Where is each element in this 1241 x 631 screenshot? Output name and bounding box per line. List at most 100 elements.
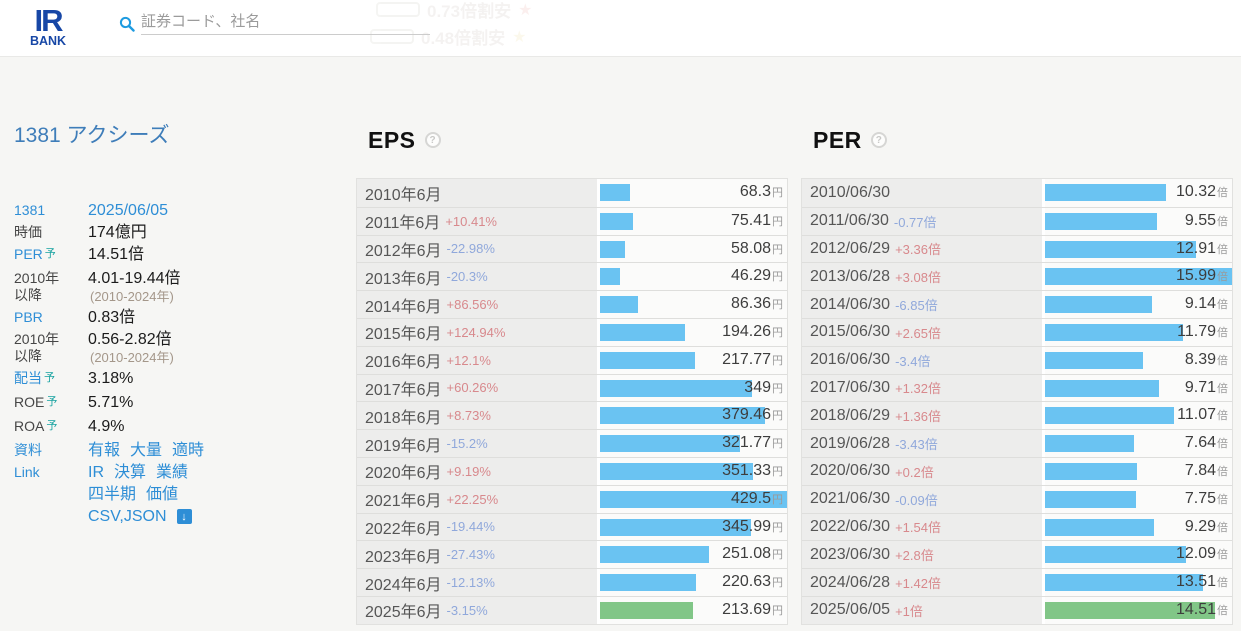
period-label: 2010年6月	[365, 186, 442, 204]
table-row: 2016年6月 +12.1% 217.77円	[357, 345, 787, 374]
table-row: 2019年6月 -15.2% 321.77円	[357, 429, 787, 457]
value-bar	[600, 574, 697, 592]
search-input[interactable]	[141, 8, 430, 35]
value-bar	[1045, 268, 1232, 286]
value-label: 8.39倍	[1184, 350, 1228, 368]
help-icon[interactable]: ?	[424, 132, 441, 148]
change-badge: +9.19%	[446, 463, 491, 479]
cell-divider	[1042, 430, 1045, 457]
table-row: 2022年6月 -19.44% 345.99円	[357, 512, 787, 541]
info-value-wrap: 2025/06/05	[88, 202, 168, 219]
table-row: 2015/06/30 +2.65倍 11.79倍	[802, 317, 1232, 346]
value-unit: 円	[772, 382, 783, 395]
table-row: 2015年6月 +124.94% 194.26円	[357, 317, 787, 346]
download-icon[interactable]: ↓	[176, 509, 192, 524]
change-badge: +12.1%	[446, 352, 491, 368]
change-badge: +1.42倍	[895, 576, 941, 592]
ghost-text: 0.73倍割安	[427, 2, 512, 21]
value-label: 11.79倍	[1177, 322, 1228, 340]
change-badge: -19.44%	[446, 519, 495, 535]
info-label-text: Link	[14, 464, 40, 480]
info-label: ROE 予	[14, 394, 88, 413]
sidebar-link[interactable]: IR	[88, 464, 104, 481]
period-label: 2023年6月	[365, 548, 442, 566]
value-bar	[600, 296, 638, 314]
value-bar	[600, 351, 695, 369]
change-badge: +3.08倍	[895, 270, 941, 286]
sidebar-link[interactable]: CSV,JSON	[88, 508, 167, 525]
bar-cell: 349円	[600, 374, 787, 402]
search-icon[interactable]	[119, 16, 135, 32]
period-cell: 2013年6月 -20.3%	[357, 263, 597, 291]
period-cell: 2025年6月 -3.15%	[357, 596, 597, 624]
value-label: 46.29円	[730, 267, 783, 285]
forecast-sup: 予	[46, 396, 58, 408]
value-bar	[600, 184, 630, 201]
sidebar-link[interactable]: 適時	[172, 442, 205, 459]
value-bar	[600, 435, 741, 453]
period-label: 2017/06/30	[810, 378, 891, 396]
change-badge: -3.15%	[446, 602, 488, 618]
bar-cell: 9.55倍	[1045, 207, 1232, 235]
period-cell: 2016年6月 +12.1%	[357, 346, 597, 374]
value-label: 349円	[744, 378, 783, 396]
sidebar-link[interactable]: 四半期	[88, 486, 137, 503]
info-label[interactable]: PBR	[14, 309, 88, 326]
info-label[interactable]: Link	[14, 464, 88, 503]
sidebar-link[interactable]: 決算	[114, 464, 147, 481]
info-label-text: ROE	[14, 394, 45, 410]
value-label: 9.14倍	[1184, 295, 1228, 313]
sidebar-link[interactable]: 大量	[130, 442, 163, 459]
cell-divider	[597, 263, 600, 291]
period-label: 2019年6月	[365, 437, 442, 455]
info-row: 1381 2025/06/05	[14, 202, 349, 219]
sidebar-link[interactable]: 価値	[146, 486, 179, 503]
cell-divider	[597, 485, 600, 513]
sidebar-link[interactable]: 業績	[156, 464, 189, 481]
change-badge: -12.13%	[446, 575, 495, 591]
value-unit: 倍	[1217, 577, 1228, 590]
irbank-logo[interactable]: IR BANK	[22, 5, 74, 47]
info-row: ROA 予 4.9%	[14, 418, 349, 437]
value-bar	[600, 546, 710, 564]
value-label: 9.29倍	[1184, 517, 1228, 535]
value-unit: 円	[772, 493, 783, 506]
sidebar-link[interactable]: 有報	[88, 442, 121, 459]
help-icon[interactable]: ?	[870, 132, 887, 148]
period-label: 2011/06/30	[810, 212, 889, 230]
bar-cell: 12.09倍	[1045, 541, 1232, 569]
info-value[interactable]: 2025/06/05	[88, 202, 169, 219]
period-cell: 2020年6月 +9.19%	[357, 457, 597, 485]
cell-divider	[1042, 346, 1045, 374]
value-label: 9.55倍	[1184, 211, 1228, 229]
cell-divider	[1042, 179, 1045, 207]
change-badge: +10.41%	[445, 213, 497, 229]
value-unit: 倍	[1217, 465, 1228, 478]
info-label[interactable]: 1381	[14, 202, 88, 219]
value-unit: 倍	[1217, 271, 1228, 284]
info-row: 時価 174億円	[14, 224, 349, 241]
info-note: (2010-2024年)	[90, 350, 174, 365]
info-label[interactable]: 資料	[14, 442, 88, 459]
info-value-wrap: 有報 大量 適時	[88, 442, 228, 459]
forecast-bar	[1045, 601, 1215, 619]
bar-cell: 345.99円	[600, 513, 787, 541]
star-icon: ★	[518, 1, 533, 19]
period-cell: 2011/06/30 -0.77倍	[802, 207, 1042, 235]
period-cell: 2021/06/30 -0.09倍	[802, 485, 1042, 513]
change-badge: -3.43倍	[895, 437, 938, 453]
info-value-wrap: 4.01-19.44倍 (2010-2024年)	[88, 270, 181, 304]
table-row: 2020/06/30 +0.2倍 7.84倍	[802, 456, 1232, 485]
value-unit: 円	[772, 243, 783, 256]
table-row: 2022/06/30 +1.54倍 9.29倍	[802, 512, 1232, 541]
period-label: 2025年6月	[365, 604, 442, 622]
period-cell: 2011年6月 +10.41%	[357, 207, 597, 235]
period-label: 2014年6月	[365, 298, 442, 316]
period-label: 2022/06/30	[810, 517, 891, 535]
info-label[interactable]: 配当予	[14, 370, 88, 389]
info-label[interactable]: PER 予	[14, 246, 88, 265]
period-cell: 2016/06/30 -3.4倍	[802, 346, 1042, 374]
info-list: 1381 2025/06/05 時価 174億円 PER 予 14.51倍 2010年 以降 4.…	[14, 202, 349, 530]
period-label: 2024年6月	[365, 576, 442, 594]
change-badge: +1.54倍	[895, 520, 941, 536]
